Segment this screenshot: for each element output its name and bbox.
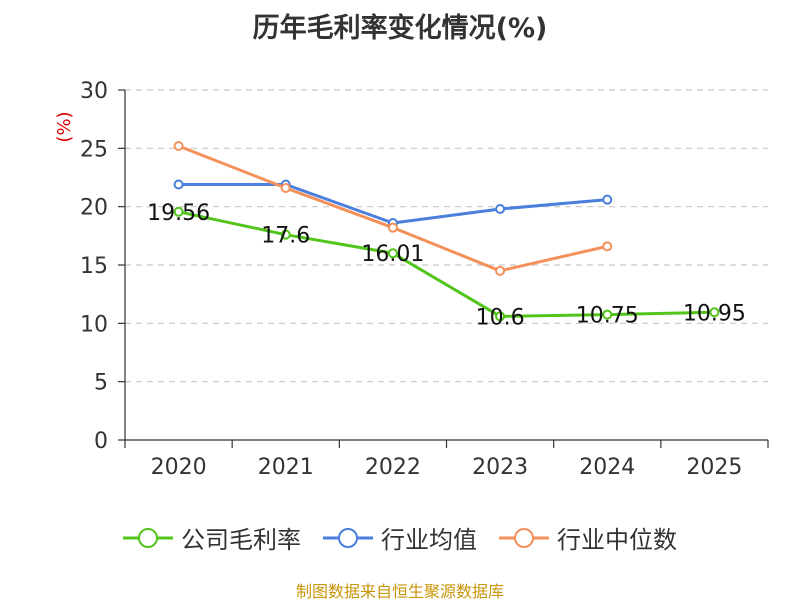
legend-item[interactable]: 公司毛利率: [123, 520, 301, 555]
data-point: [387, 222, 398, 233]
y-axis-label: (%): [54, 111, 75, 142]
legend-line-icon: [323, 527, 373, 548]
data-label: 16.01: [361, 242, 424, 267]
x-tick-label: 2020: [151, 455, 207, 480]
y-tick-label: 5: [94, 371, 108, 396]
data-point: [173, 141, 184, 151]
data-point: [602, 194, 613, 205]
series-line: [178, 210, 715, 318]
y-tick-label: 20: [80, 196, 108, 221]
data-point: [173, 179, 184, 190]
data-point: [280, 229, 291, 240]
legend-label: 行业中位数: [557, 526, 677, 554]
data-point: [173, 206, 184, 217]
y-tick-label: 0: [94, 429, 108, 454]
x-tick-label: 2022: [365, 455, 421, 480]
x-tick-label: 2023: [472, 455, 528, 480]
data-label: 10.6: [476, 305, 525, 330]
y-tick-label: 10: [80, 312, 108, 337]
data-point: [602, 309, 613, 320]
data-label: 17.6: [261, 224, 310, 249]
data-point: [495, 204, 506, 214]
data-point: [280, 183, 291, 193]
legend: 公司毛利率 行业均值 行业中位数: [0, 520, 800, 555]
series-lines: [173, 141, 720, 322]
legend-item[interactable]: 行业均值: [323, 520, 477, 555]
data-label: 10.95: [683, 301, 746, 326]
x-tick-label: 2021: [258, 455, 314, 480]
legend-label: 行业均值: [381, 526, 477, 554]
legend-line-icon: [499, 527, 549, 548]
source-note: 制图数据来自恒生聚源数据库: [295, 582, 504, 601]
series-line: [178, 183, 608, 225]
data-labels: 19.56 17.6 16.01 10.6 10.75 10.95: [147, 201, 746, 331]
data-point: [495, 311, 506, 322]
data-point: [387, 248, 398, 259]
data-point: [495, 265, 506, 276]
legend-item[interactable]: 行业中位数: [499, 520, 677, 555]
x-tick-label: 2024: [579, 455, 635, 480]
x-tick-label: 2025: [686, 455, 742, 480]
data-point: [709, 307, 720, 318]
legend-line-icon: [123, 527, 173, 548]
y-tick-label: 30: [80, 79, 108, 104]
legend-label: 公司毛利率: [181, 526, 301, 554]
y-tick-label: 15: [80, 254, 108, 279]
chart-title: 历年毛利率变化情况(%): [252, 13, 548, 44]
y-tick-label: 25: [80, 137, 108, 162]
data-label: 10.75: [576, 304, 639, 329]
grid-lines: [125, 89, 768, 383]
data-label: 19.56: [147, 201, 210, 226]
data-point: [602, 241, 613, 252]
